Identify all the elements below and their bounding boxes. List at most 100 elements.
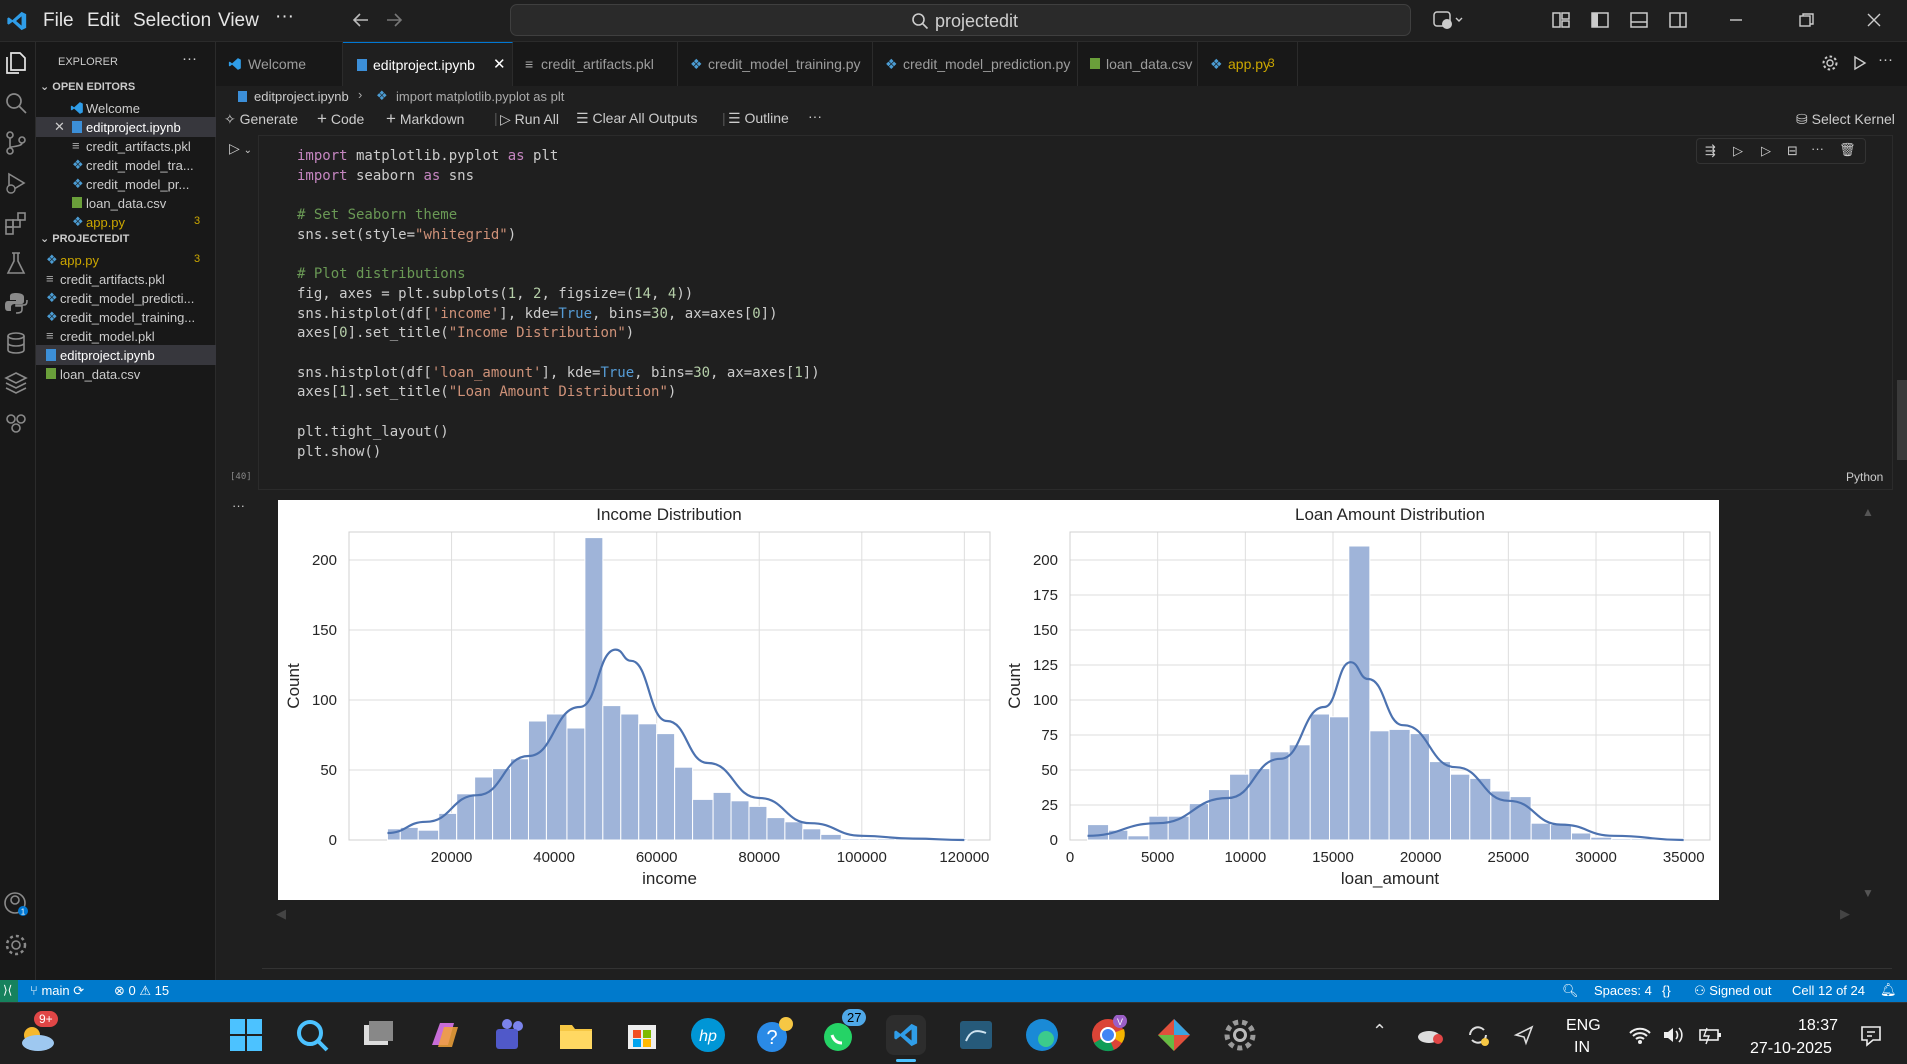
cell-language[interactable]: Python [1846,470,1884,484]
file-explorer-app[interactable] [556,1015,596,1055]
run-all-button[interactable]: ▷ Run All [500,111,559,128]
menu-edit[interactable]: Edit [87,10,120,31]
search-view-icon[interactable] [3,90,29,116]
split-cell-icon[interactable]: ⊟ [1787,143,1798,158]
indentation-status[interactable]: Spaces: 4 [1594,983,1652,998]
tab-credit-artifacts[interactable]: ≡ credit_artifacts.pkl [513,42,678,86]
open-editor-credit-artifacts[interactable]: ≡ credit_artifacts.pkl [36,136,216,156]
delete-cell-icon[interactable]: 🗑 [1839,142,1856,157]
outline-button[interactable]: ☰ Outline [728,110,789,127]
settings-app[interactable] [1220,1015,1260,1055]
sync-tray-icon[interactable] [1466,1023,1490,1047]
testing-icon[interactable] [3,250,29,276]
forward-arrow-icon[interactable] [384,10,404,30]
breadcrumb-symbol[interactable]: import matplotlib.pyplot as plt [396,89,565,104]
menu-file[interactable]: File [43,10,74,31]
minimize-icon[interactable] [1726,10,1746,30]
open-editor-app[interactable]: ❖ app.py 3 [36,212,216,232]
weather-widget[interactable]: 9+ [14,1011,58,1055]
tab-app[interactable]: ❖ app.py 3 [1198,42,1298,86]
file-credit-artifacts[interactable]: ≡ credit_artifacts.pkl [36,269,216,289]
volume-icon[interactable] [1662,1025,1686,1045]
open-editor-prediction[interactable]: ❖ credit_model_pr... [36,174,216,194]
open-editor-loan-data[interactable]: loan_data.csv [36,193,216,213]
branch-status[interactable]: ⑂ main ⟳ [30,983,84,999]
problems-status[interactable]: ⊗ 0 ⚠ 15 [114,983,169,999]
python-icon[interactable] [3,290,29,316]
file-credit-model-training[interactable]: ❖ credit_model_training... [36,307,216,327]
tab-welcome[interactable]: Welcome [216,42,343,86]
notebook-settings-icon[interactable] [1821,54,1839,72]
cell-position-status[interactable]: Cell 12 of 24 [1792,983,1865,998]
language-indicator[interactable]: ENG [1566,1017,1601,1034]
close-editor-icon[interactable]: ✕ [54,119,65,134]
remote-explorer-icon[interactable] [3,410,29,436]
editor-scrollbar[interactable] [1897,380,1907,460]
output-scroll-right[interactable]: ▶ [1840,906,1850,921]
chrome-app[interactable]: V [1088,1014,1128,1055]
onedrive-icon[interactable] [1416,1025,1444,1045]
battery-icon[interactable] [1698,1025,1722,1045]
select-kernel-button[interactable]: ⛁ Select Kernel [1796,111,1895,128]
add-markdown-button[interactable]: + Markdown [386,109,464,129]
database-icon[interactable] [3,330,29,356]
clock-date[interactable]: 27-10-2025 [1750,1040,1832,1057]
explorer-more-button[interactable]: ··· [182,50,197,67]
cell-run-button[interactable]: ▷ ⌄ [229,140,253,156]
layers-icon[interactable] [3,370,29,396]
close-icon[interactable] [1864,10,1884,30]
tab-credit-model-training[interactable]: ❖ credit_model_training.py [678,42,873,86]
add-code-button[interactable]: + Code [317,109,364,129]
show-hidden-icons[interactable]: ⌃ [1372,1021,1388,1041]
toggle-secondary-sidebar-icon[interactable] [1668,10,1688,30]
menu-more[interactable]: ··· [275,6,294,27]
execute-above-icon[interactable]: ⇶ [1705,143,1716,158]
clock-time[interactable]: 18:37 [1798,1017,1839,1034]
menu-selection[interactable]: Selection [133,10,212,31]
breadcrumb-file[interactable]: editproject.ipynb [254,89,349,104]
vscode-app[interactable] [886,1015,926,1062]
start-button[interactable] [226,1015,266,1055]
scroll-up-arrow[interactable]: ▲ [1862,505,1874,519]
hp-app[interactable]: hp [688,1015,728,1055]
source-control-icon[interactable] [3,130,29,156]
tab-credit-model-prediction[interactable]: ❖ credit_model_prediction.py [873,42,1078,86]
location-icon[interactable] [1512,1023,1536,1047]
mysql-workbench-app[interactable] [956,1015,996,1055]
customize-layout-icon[interactable] [1551,10,1571,30]
open-editor-welcome[interactable]: Welcome [36,98,216,118]
code-cell[interactable] [258,135,1893,490]
file-app[interactable]: ❖ app.py 3 [36,250,216,270]
cell-more-icon[interactable]: ··· [1811,141,1824,156]
toolbar-more-button[interactable]: ··· [808,108,822,124]
open-editor-training[interactable]: ❖ credit_model_tra... [36,155,216,175]
copilot-app[interactable] [424,1015,464,1055]
language-braces-icon[interactable]: {} [1662,983,1671,998]
file-credit-model-pkl[interactable]: ≡ credit_model.pkl [36,326,216,346]
teams-app[interactable] [490,1015,530,1055]
store-app[interactable] [622,1015,662,1055]
output-scroll-left[interactable]: ◀ [276,906,286,921]
signed-out-status[interactable]: ⚇ Signed out [1694,983,1771,999]
scroll-down-arrow[interactable]: ▼ [1862,886,1874,900]
wifi-icon[interactable] [1628,1025,1652,1045]
run-icon[interactable] [1850,54,1868,72]
help-app[interactable]: ? [754,1015,794,1055]
restore-icon[interactable] [1796,10,1816,30]
explorer-icon[interactable] [3,50,29,76]
remote-indicator[interactable]: ⟩⟨ [0,980,18,1002]
settings-gear-icon[interactable] [3,932,29,958]
whatsapp-app[interactable]: 27 [820,1009,867,1055]
zoom-icon[interactable]: 🔍︎ [1562,983,1579,998]
generate-button[interactable]: ✧ Generate [224,111,298,128]
run-debug-icon[interactable] [3,170,29,196]
extensions-icon[interactable] [3,210,29,236]
close-tab-icon[interactable]: ✕ [493,56,506,73]
command-center[interactable]: projectedit [510,4,1411,36]
taskbar-search-button[interactable] [292,1015,332,1055]
execute-below-icon[interactable]: ▷ [1733,143,1743,158]
tab-editproject[interactable]: editproject.ipynb ✕ [343,42,513,86]
back-arrow-icon[interactable] [351,10,371,30]
copilot-icon[interactable] [1432,9,1466,31]
file-editproject[interactable]: editproject.ipynb [36,345,216,365]
